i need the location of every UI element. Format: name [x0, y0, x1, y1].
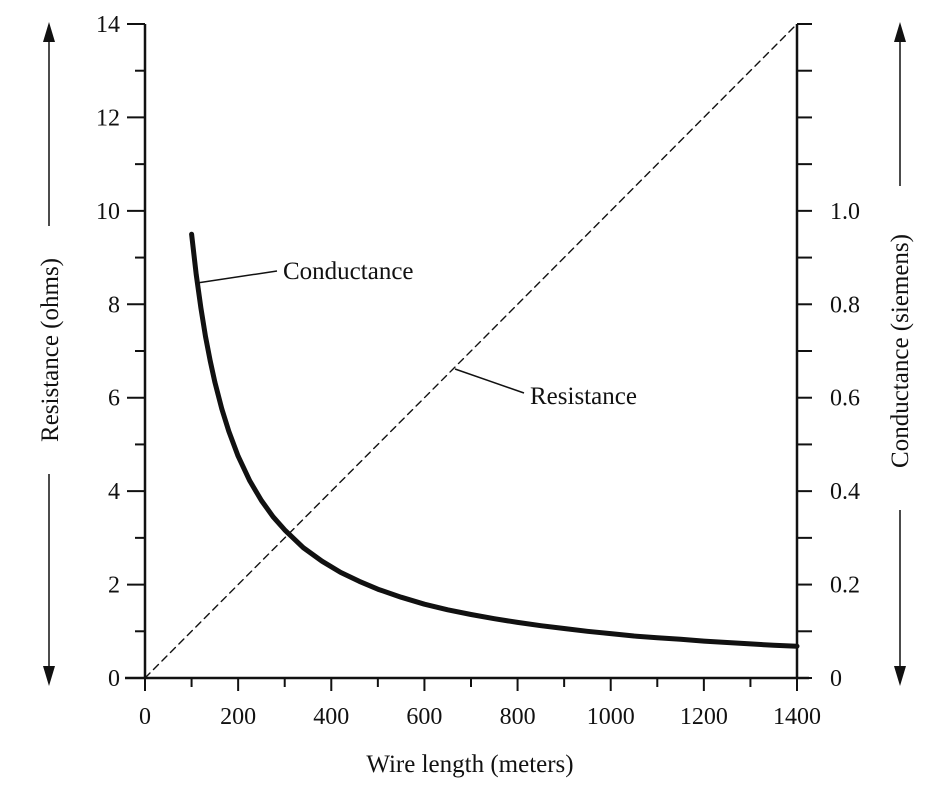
y-right-tick-label: 0.8: [830, 292, 860, 318]
conductance-label: Conductance: [283, 258, 414, 285]
y-left-tick-label: 0: [108, 666, 120, 692]
y-left-tick-label: 10: [96, 199, 120, 225]
annotation-layer: Conductance Resistance: [196, 258, 637, 410]
resistance-leader-line: [454, 368, 525, 394]
x-tick-label: 1400: [773, 704, 821, 730]
y-right-tick-label: 0.6: [830, 386, 860, 412]
series-line-conductance: [189, 231, 800, 649]
y-left-axis-title: Resistance (ohms): [37, 258, 64, 442]
y-left-tick-label: 8: [108, 292, 120, 318]
left-axis-arrow: [43, 22, 55, 686]
y-right-tick-label: 0: [830, 666, 842, 692]
conductance-leader-line: [196, 270, 278, 284]
right-axis-arrow: [894, 22, 906, 686]
x-tick-label: 600: [406, 704, 442, 730]
x-axis-title: Wire length (meters): [366, 751, 573, 778]
axis-titles: Wire length (meters) Resistance (ohms) C…: [37, 22, 914, 778]
resistance-label: Resistance: [530, 383, 637, 410]
series-layer: [144, 23, 800, 679]
x-tick-label: 1200: [680, 704, 728, 730]
y-left-tick-label: 14: [96, 12, 120, 38]
y-right-tick-label: 1.0: [830, 199, 860, 225]
x-tick-label: 0: [139, 704, 151, 730]
y-right-axis-title: Conductance (siemens): [887, 234, 914, 468]
series-line-resistance: [144, 23, 798, 679]
y-left-tick-label: 12: [96, 105, 120, 131]
y-left-tick-label: 6: [108, 386, 120, 412]
y-left-tick-label: 2: [108, 573, 120, 599]
x-tick-label: 800: [500, 704, 536, 730]
x-tick-label: 200: [220, 704, 256, 730]
y-right-tick-label: 0.2: [830, 573, 860, 599]
x-tick-label: 1000: [587, 704, 635, 730]
x-tick-label: 400: [313, 704, 349, 730]
y-right-tick-label: 0.4: [830, 479, 860, 505]
y-left-tick-label: 4: [108, 479, 120, 505]
ticks-layer: 0 200 400 600 800 1000 1200 1400 0 2 4 6 8 10 12 14 0 0.2…: [96, 12, 860, 730]
axes-layer: [125, 24, 809, 680]
